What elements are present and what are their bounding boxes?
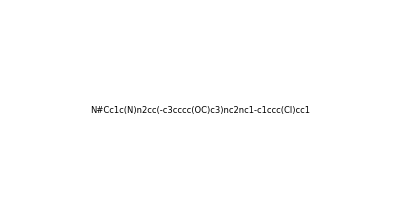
Text: N#Cc1c(N)n2cc(-c3cccc(OC)c3)nc2nc1-c1ccc(Cl)cc1: N#Cc1c(N)n2cc(-c3cccc(OC)c3)nc2nc1-c1ccc… xyxy=(90,106,310,115)
